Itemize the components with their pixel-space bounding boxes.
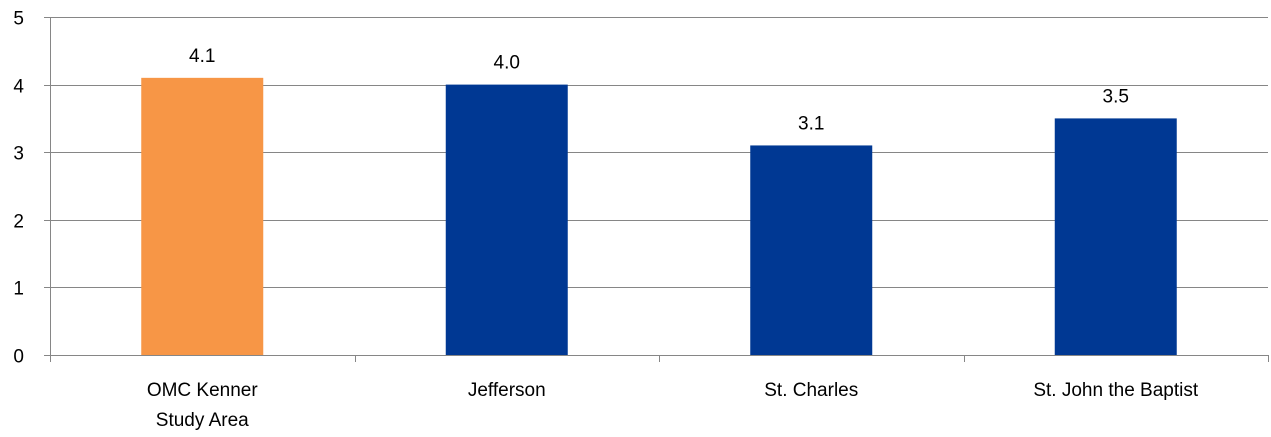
- category-label: Study Area: [156, 410, 249, 431]
- y-tick-label: 4: [13, 77, 24, 98]
- bar: [445, 84, 568, 355]
- category-label: Jefferson: [468, 380, 546, 401]
- bars: [141, 77, 1177, 356]
- y-tick-label: 5: [13, 9, 24, 30]
- y-tick-label: 3: [13, 144, 24, 165]
- labels: 0 1 2 3 4 5 4.1 OMC Kenner Study Area 4.0 Jefferso…: [13, 9, 1198, 432]
- y-tick-label: 2: [13, 212, 24, 233]
- bar: [1054, 118, 1177, 356]
- axes: [44, 17, 1269, 362]
- category-label: St. Charles: [764, 380, 858, 401]
- category-label: OMC Kenner: [147, 380, 259, 401]
- data-label: 3.5: [1103, 86, 1129, 107]
- y-tick-label: 0: [13, 347, 24, 368]
- data-label: 4.1: [189, 46, 215, 67]
- data-label: 4.0: [494, 53, 520, 74]
- bar: [750, 145, 873, 355]
- category-label: St. John the Baptist: [1033, 380, 1198, 401]
- data-label: 3.1: [798, 113, 824, 134]
- y-tick-label: 1: [13, 279, 24, 300]
- bar: [141, 77, 264, 355]
